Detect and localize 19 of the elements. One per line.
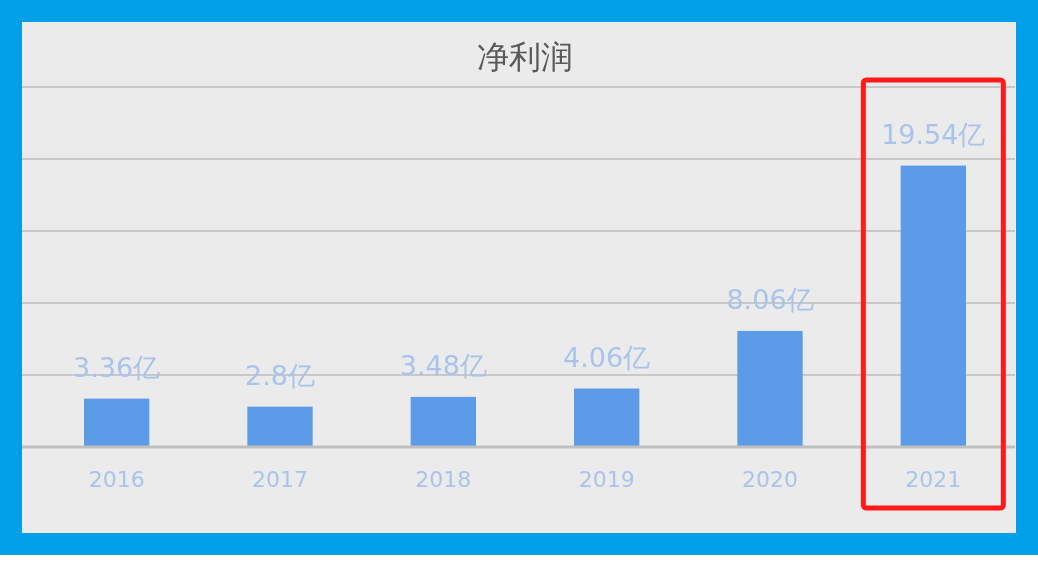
data-label: 3.48亿 [399, 349, 487, 381]
x-tick-label: 2017 [252, 467, 308, 492]
x-tick-label: 2020 [742, 467, 798, 492]
data-label: 2.8亿 [245, 359, 315, 391]
data-label: 4.06亿 [563, 341, 651, 373]
x-tick-label: 2021 [905, 467, 962, 492]
bar [574, 388, 640, 447]
data-label: 8.06亿 [726, 283, 814, 315]
chart-title: 净利润 [477, 38, 573, 76]
bar [900, 165, 966, 447]
bar [84, 398, 150, 447]
bar [737, 330, 803, 447]
x-tick-label: 2019 [578, 467, 635, 492]
data-label: 19.54亿 [881, 118, 986, 150]
bar [247, 406, 313, 447]
bar [410, 396, 476, 447]
x-tick-label: 2016 [88, 467, 145, 492]
data-label: 3.36亿 [73, 351, 161, 383]
x-tick-label: 2018 [415, 467, 472, 492]
